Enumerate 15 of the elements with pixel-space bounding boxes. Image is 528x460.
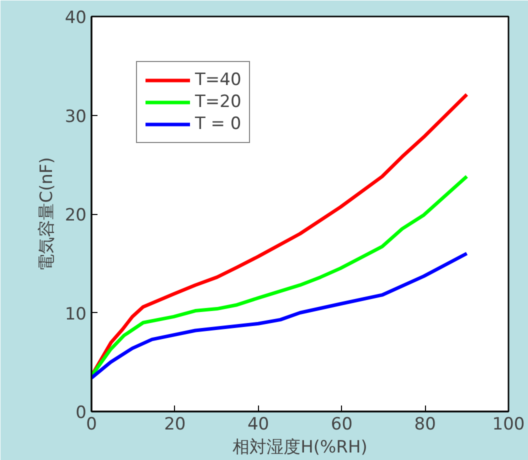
x-tick-label: 20 [164, 414, 186, 434]
legend-label: T=20 [195, 92, 242, 112]
legend-label: T = 0 [195, 114, 242, 134]
legend-label: T=40 [195, 70, 242, 90]
x-tick-label: 100 [492, 414, 525, 434]
line-series [92, 252, 469, 380]
y-tick-label: 40 [64, 8, 87, 28]
x-axis-title: 相対湿度H(%RH) [232, 438, 368, 458]
x-tick-label: 60 [330, 414, 353, 434]
x-tick-label: 80 [414, 414, 436, 434]
y-axis-title: 電気容量C(nF) [36, 157, 57, 271]
y-tick-label: 20 [64, 206, 87, 226]
y-tick-label: 10 [64, 304, 87, 324]
x-tick-label: 40 [247, 414, 270, 434]
y-tick-label: 30 [64, 106, 87, 127]
